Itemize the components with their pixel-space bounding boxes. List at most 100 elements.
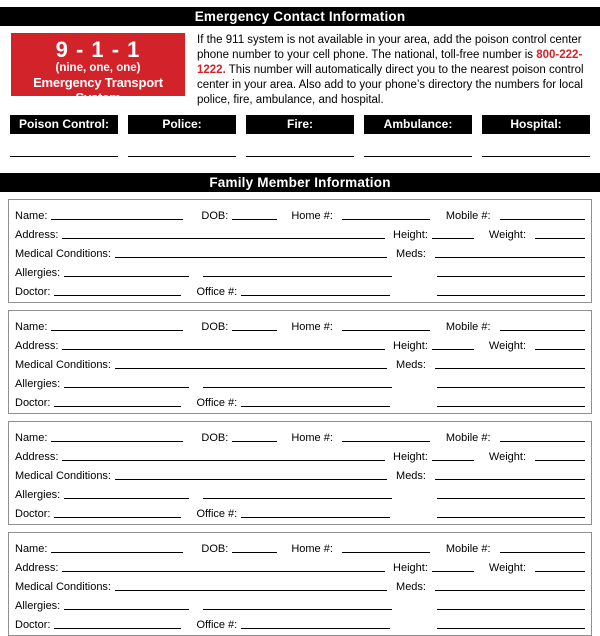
poison-control-phone-number: 800-222-1222. [197,49,583,76]
weight-label: Weight: [488,451,526,463]
medical-conditions-blank-line [115,246,388,258]
name-blank-line [51,208,184,220]
medical-conditions-label: Medical Conditions: [15,470,111,482]
medical-conditions-label: Medical Conditions: [15,248,111,260]
home-phone-blank-line [341,430,430,442]
medical-conditions-label: Medical Conditions: [15,359,111,371]
name-blank-line [51,541,184,553]
home-phone-blank-line [341,208,430,220]
doctor-row: Doctor: Office #: [15,501,585,520]
office-phone-blank-line [241,284,391,296]
address-label: Address: [15,340,59,352]
weight-blank-line [535,560,585,572]
emergency-contacts-row: Poison Control: Police: Fire: Ambulance:… [10,115,590,134]
name-label: Name: [15,321,48,333]
emergency-911-box: 9 - 1 - 1 (nine, one, one) Emergency Tra… [11,33,185,105]
contact-label-hospital: Hospital: [482,115,590,134]
poison-control-paragraph: If the 911 system is not available in yo… [197,33,590,108]
address-blank-line [62,227,386,239]
contact-label-police: Police: [128,115,236,134]
medical-conditions-row: Medical Conditions: Meds: [15,463,585,482]
allergies-blank-line [64,598,190,610]
allergies-continuation-line [203,487,393,499]
family-member-title-bar: Family Member Information [0,173,600,192]
nine-one-one-words: (nine, one, one) [55,62,141,74]
office-phone-label: Office #: [196,397,238,409]
allergies-row: Allergies: [15,482,585,501]
office-phone-label: Office #: [196,286,238,298]
weight-blank-line [535,227,585,239]
contact-label-ambulance: Ambulance: [364,115,472,134]
height-label: Height: [393,229,428,241]
home-phone-blank-line [341,541,430,553]
mobile-phone-label: Mobile #: [445,321,491,333]
meds-continuation-line-2 [437,506,585,518]
emergency-form-page: { "header": { "title": "Emergency Contac… [0,7,600,636]
allergies-continuation-line [203,598,393,610]
meds-continuation-line [437,376,585,388]
doctor-blank-line [54,617,182,629]
mobile-phone-label: Mobile #: [445,210,491,222]
mobile-phone-label: Mobile #: [445,543,491,555]
medical-conditions-label: Medical Conditions: [15,581,111,593]
name-label: Name: [15,432,48,444]
home-phone-label: Home #: [291,543,333,555]
family-member-block: Name: DOB: Home #: Mobile #: Address: He… [8,532,592,636]
intro-text-before: If the 911 system is not available in yo… [197,34,582,61]
dob-blank-line [232,541,278,553]
doctor-row: Doctor: Office #: [15,390,585,409]
emergency-contact-title-bar: Emergency Contact Information [0,7,600,26]
family-member-blocks: Name: DOB: Home #: Mobile #: Address: He… [0,199,600,636]
name-blank-line [51,319,184,331]
emergency-contacts-lines [10,156,590,158]
contact-label-fire: Fire: [246,115,354,134]
name-row: Name: DOB: Home #: Mobile #: [15,425,585,444]
office-phone-blank-line [241,506,391,518]
mobile-phone-blank-line [499,208,585,220]
dob-label: DOB: [201,543,229,555]
name-blank-line [51,430,184,442]
height-blank-line [431,227,474,239]
meds-label: Meds: [396,248,426,260]
allergies-row: Allergies: [15,371,585,390]
weight-label: Weight: [488,340,526,352]
weight-blank-line [535,338,585,350]
poison-control-blank-line [10,156,118,157]
allergies-blank-line [64,487,190,499]
doctor-row: Doctor: Office #: [15,612,585,631]
height-label: Height: [393,451,428,463]
office-phone-label: Office #: [196,619,238,631]
doctor-label: Doctor: [15,286,51,298]
allergies-label: Allergies: [15,378,61,390]
address-row: Address: Height: Weight: [15,222,585,241]
doctor-blank-line [54,506,182,518]
meds-continuation-line-2 [437,284,585,296]
allergies-label: Allergies: [15,600,61,612]
dob-label: DOB: [201,210,229,222]
allergies-label: Allergies: [15,489,61,501]
weight-blank-line [535,449,585,461]
address-blank-line [62,449,386,461]
name-row: Name: DOB: Home #: Mobile #: [15,536,585,555]
allergies-row: Allergies: [15,260,585,279]
meds-blank-line [435,468,585,480]
office-phone-blank-line [241,617,391,629]
emergency-transport-system-label: Emergency Transport System [33,75,163,105]
contact-label-poison-control: Poison Control: [10,115,118,134]
medical-conditions-blank-line [115,468,388,480]
meds-continuation-line-2 [437,617,585,629]
office-phone-label: Office #: [196,508,238,520]
meds-label: Meds: [396,470,426,482]
height-blank-line [431,338,474,350]
family-member-block: Name: DOB: Home #: Mobile #: Address: He… [8,199,592,303]
doctor-label: Doctor: [15,508,51,520]
name-row: Name: DOB: Home #: Mobile #: [15,203,585,222]
medical-conditions-row: Medical Conditions: Meds: [15,574,585,593]
mobile-phone-blank-line [499,319,585,331]
height-label: Height: [393,340,428,352]
allergies-continuation-line [203,376,393,388]
medical-conditions-row: Medical Conditions: Meds: [15,352,585,371]
weight-label: Weight: [488,229,526,241]
hospital-blank-line [482,156,590,157]
weight-label: Weight: [488,562,526,574]
